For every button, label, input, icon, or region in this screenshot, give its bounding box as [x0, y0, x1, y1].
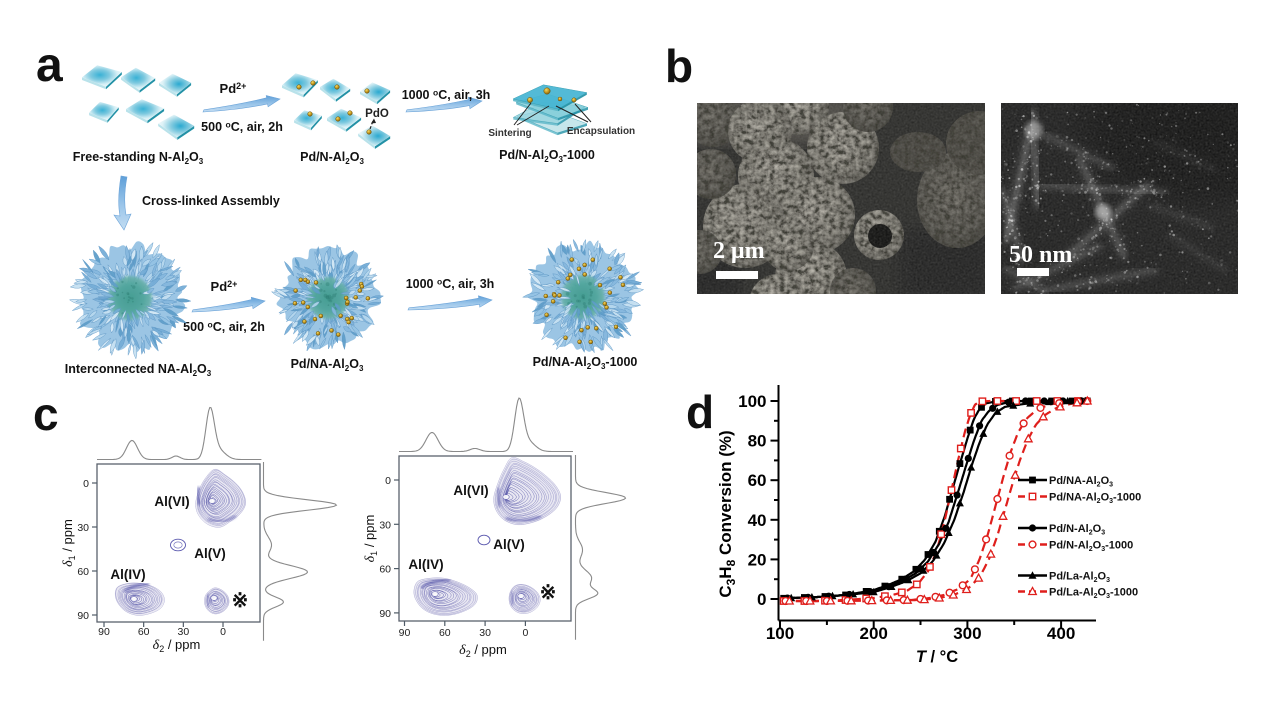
svg-text:100: 100 [766, 624, 794, 643]
svg-text:C3H8 Conversion (%): C3H8 Conversion (%) [716, 430, 738, 597]
svg-text:1000 oC, air, 3h: 1000 oC, air, 3h [402, 88, 491, 103]
svg-text:20: 20 [748, 550, 767, 569]
svg-text:※: ※ [540, 582, 557, 604]
svg-text:Interconnected NA-Al2​O3​: Interconnected NA-Al2​O3​ [65, 362, 212, 378]
svg-text:80: 80 [748, 432, 767, 451]
svg-text:30: 30 [479, 627, 491, 639]
svg-text:Pd/NA-Al2​O3​-1000: Pd/NA-Al2​O3​-1000 [1049, 492, 1141, 505]
svg-text:Pd/N-Al2​O3​: Pd/N-Al2​O3​ [300, 150, 364, 166]
svg-text:90: 90 [98, 626, 110, 638]
svg-text:d: d [686, 386, 714, 438]
svg-text:b: b [665, 40, 693, 92]
svg-text:0: 0 [757, 590, 766, 609]
svg-text:Cross-linked Assembly: Cross-linked Assembly [142, 194, 280, 208]
svg-text:500 oC, air, 2h: 500 oC, air, 2h [183, 320, 265, 335]
svg-text:60: 60 [748, 471, 767, 490]
svg-text:200: 200 [860, 624, 888, 643]
svg-text:Encapsulation: Encapsulation [567, 126, 635, 137]
svg-text:100: 100 [738, 392, 766, 411]
svg-text:Pd/NA-Al2​O3​: Pd/NA-Al2​O3​ [1049, 475, 1113, 488]
svg-text:Free-standing N-Al2​O3​: Free-standing N-Al2​O3​ [73, 150, 204, 166]
svg-text:400: 400 [1047, 624, 1075, 643]
svg-text:60: 60 [379, 564, 391, 576]
svg-text:※: ※ [232, 590, 249, 612]
svg-text:δ1 / ppm: δ1 / ppm [362, 515, 379, 563]
svg-text:δ2 / ppm: δ2 / ppm [153, 637, 201, 654]
svg-text:1000 oC, air, 3h: 1000 oC, air, 3h [406, 277, 495, 292]
svg-text:PdO: PdO [365, 108, 389, 120]
svg-text:a: a [36, 39, 63, 92]
svg-text:300: 300 [953, 624, 981, 643]
svg-text:Al(V): Al(V) [493, 537, 525, 552]
svg-text:0: 0 [220, 626, 226, 638]
svg-text:30: 30 [379, 519, 391, 531]
svg-text:40: 40 [748, 511, 767, 530]
svg-text:Pd/N-Al2​O3​-1000: Pd/N-Al2​O3​-1000 [1049, 540, 1133, 553]
svg-text:0: 0 [83, 478, 89, 490]
svg-text:0: 0 [385, 475, 391, 487]
svg-text:δ1 / ppm: δ1 / ppm [60, 519, 77, 567]
svg-text:T / °C: T / °C [916, 648, 958, 666]
svg-text:90: 90 [77, 610, 89, 622]
svg-text:Al(V): Al(V) [194, 546, 226, 561]
svg-text:30: 30 [77, 522, 89, 534]
svg-text:Pd/La-Al2​O3​: Pd/La-Al2​O3​ [1049, 571, 1110, 584]
svg-text:δ2 / ppm: δ2 / ppm [459, 642, 507, 659]
svg-text:2 μm: 2 μm [713, 238, 765, 264]
svg-text:Pd/NA-Al2​O3​-1000: Pd/NA-Al2​O3​-1000 [533, 355, 638, 371]
svg-text:c: c [33, 388, 59, 440]
svg-text:Pd/NA-Al2​O3​: Pd/NA-Al2​O3​ [291, 357, 364, 373]
svg-text:50 nm: 50 nm [1009, 242, 1072, 268]
svg-text:Pd/La-Al2​O3​-1000: Pd/La-Al2​O3​-1000 [1049, 587, 1138, 600]
svg-text:Al(VI): Al(VI) [453, 483, 488, 498]
svg-text:500 oC, air, 2h: 500 oC, air, 2h [201, 120, 283, 135]
svg-text:90: 90 [399, 627, 411, 639]
svg-text:Al(IV): Al(IV) [110, 567, 145, 582]
svg-text:Al(VI): Al(VI) [154, 494, 189, 509]
svg-text:30: 30 [177, 626, 189, 638]
svg-text:Pd/N-Al2​O3​: Pd/N-Al2​O3​ [1049, 523, 1105, 536]
svg-text:Sintering: Sintering [488, 128, 531, 139]
svg-text:60: 60 [77, 566, 89, 578]
svg-text:0: 0 [522, 627, 528, 639]
svg-text:90: 90 [379, 608, 391, 620]
svg-text:60: 60 [439, 627, 451, 639]
svg-text:Al(IV): Al(IV) [408, 557, 443, 572]
svg-text:60: 60 [138, 626, 150, 638]
svg-text:Pd/N-Al2​O3​-1000: Pd/N-Al2​O3​-1000 [499, 148, 595, 164]
